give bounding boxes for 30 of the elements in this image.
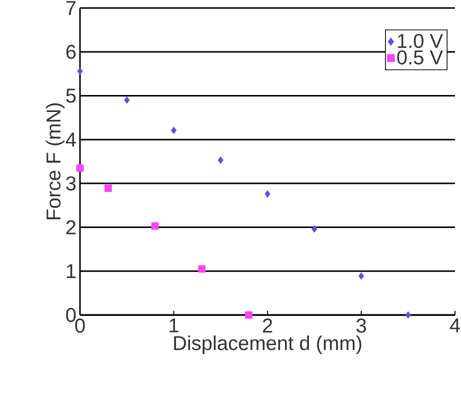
y-tick-label: 2	[66, 220, 76, 234]
y-axis-title: Force F (mN)	[46, 103, 65, 220]
y-tick-label: 1	[66, 264, 76, 278]
point	[218, 156, 224, 164]
point	[170, 126, 177, 134]
point	[358, 272, 364, 280]
x-tick-label: 2	[262, 318, 272, 332]
point	[198, 265, 206, 273]
x-axis-title: Displacement d (mm)	[174, 336, 362, 354]
y-tick-label: 4	[66, 132, 76, 146]
y-tick-label: 3	[66, 176, 76, 191]
legend-label: 0.5 V	[397, 50, 443, 64]
point	[104, 184, 112, 192]
x-tick-label: 4	[450, 318, 460, 332]
y-tick-label: 7	[66, 1, 76, 15]
x-tick-label: 1	[170, 318, 178, 332]
point	[264, 190, 270, 198]
y-tick-label: 5	[66, 88, 76, 103]
point	[245, 311, 252, 319]
x-tick-label: 0	[75, 318, 85, 333]
y-tick-label: 6	[66, 44, 76, 59]
point	[312, 225, 318, 233]
x-tick-label: 3	[356, 318, 366, 333]
y-tick-label: 0	[66, 308, 76, 322]
point	[77, 67, 83, 75]
point	[151, 222, 159, 230]
point	[76, 164, 84, 172]
point	[124, 96, 130, 104]
legend-label: 1.0 V	[398, 34, 443, 48]
point	[405, 311, 411, 319]
